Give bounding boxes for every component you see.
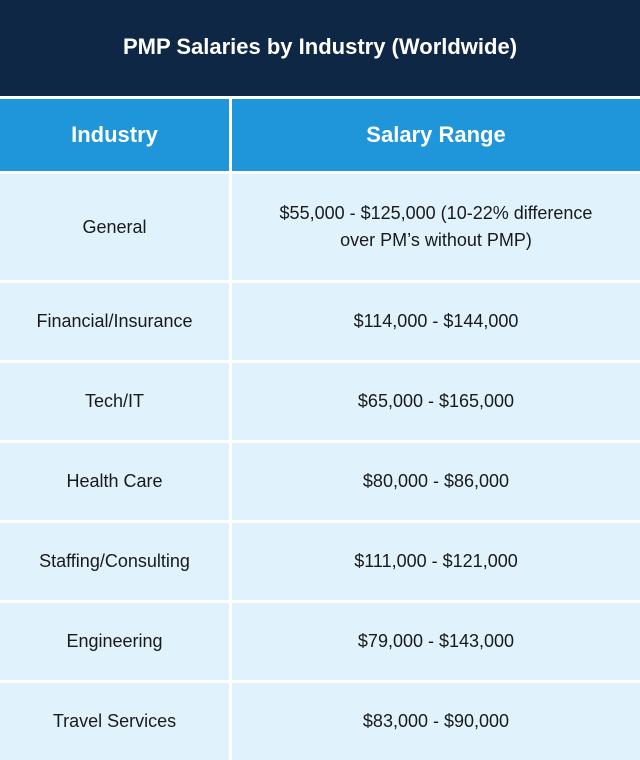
industry-cell: Engineering [0,603,232,680]
table-row: Tech/IT $65,000 - $165,000 [0,360,640,440]
table-row: Financial/Insurance $114,000 - $144,000 [0,280,640,360]
industry-cell: Travel Services [0,683,232,760]
industry-cell: Tech/IT [0,363,232,440]
salary-cell: $83,000 - $90,000 [232,683,640,760]
salary-cell: $79,000 - $143,000 [232,603,640,680]
salary-cell: $114,000 - $144,000 [232,283,640,360]
industry-cell: Health Care [0,443,232,520]
industry-cell: Staffing/Consulting [0,523,232,600]
table-row: General $55,000 - $125,000 (10-22% diffe… [0,171,640,280]
salary-cell: $80,000 - $86,000 [232,443,640,520]
header-industry: Industry [0,99,232,171]
industry-cell: Financial/Insurance [0,283,232,360]
table-row: Travel Services $83,000 - $90,000 [0,680,640,760]
table-row: Health Care $80,000 - $86,000 [0,440,640,520]
table-header-row: Industry Salary Range [0,96,640,171]
table-body: General $55,000 - $125,000 (10-22% diffe… [0,171,640,760]
salary-cell: $65,000 - $165,000 [232,363,640,440]
salary-cell: $111,000 - $121,000 [232,523,640,600]
header-salary-range: Salary Range [232,99,640,171]
table-row: Engineering $79,000 - $143,000 [0,600,640,680]
salary-cell: $55,000 - $125,000 (10-22% difference ov… [232,174,640,280]
table-title: PMP Salaries by Industry (Worldwide) [0,0,640,97]
table-row: Staffing/Consulting $111,000 - $121,000 [0,520,640,600]
industry-cell: General [0,174,232,280]
